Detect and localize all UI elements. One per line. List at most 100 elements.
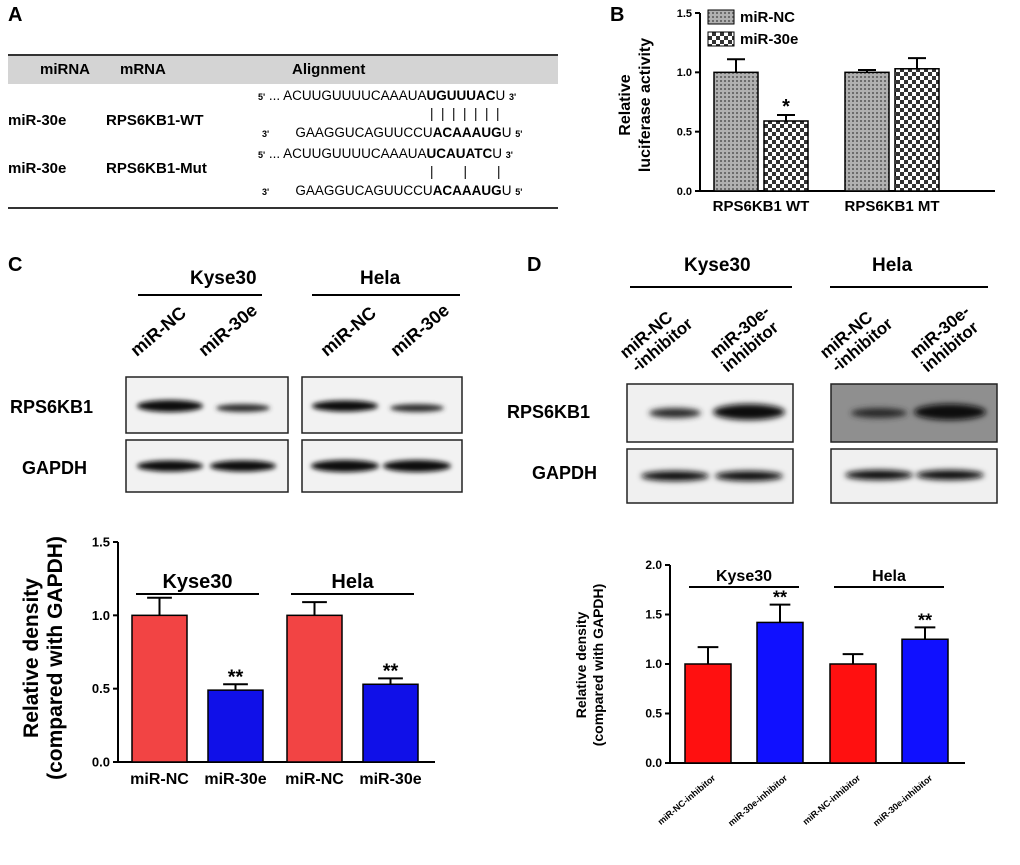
d-lane-1: miR-NC -inhibitor	[616, 307, 697, 376]
panel-label-a: A	[8, 4, 23, 26]
c-row-gapdh: GAPDH	[22, 458, 88, 478]
chart-d-ytick-label: 1.0	[645, 657, 662, 671]
chart-c-bar	[207, 689, 264, 763]
chart-b-ytick-label: 1.0	[677, 67, 692, 79]
d-lane-2: miR-30e-inhibitor	[706, 301, 783, 376]
chart-b-ylabel: Relative luciferase activity	[617, 38, 654, 172]
chart-b-ytick-label: 0.5	[677, 127, 692, 139]
chart-c-xtick-label: miR-30e	[359, 771, 421, 788]
alignment-table-header: miRNA mRNA Alignment	[8, 54, 558, 84]
chart-c-ytick-label: 0.0	[92, 755, 110, 770]
chart-b-significance: *	[782, 96, 790, 118]
row1-base-pairs: | | | | | | |	[430, 106, 500, 121]
row1-mirna-sequence: 3' GAAGGUCAGUUCCUACAAAUGU 5'	[262, 125, 523, 140]
c-band-rps-2	[216, 404, 270, 412]
row1-mrna: RPS6KB1-WT	[106, 112, 204, 129]
c-group-line-kyse30	[138, 294, 262, 296]
d-row-gapdh: GAPDH	[532, 463, 598, 483]
chart-d-significance: **	[773, 588, 787, 608]
chart-d-ytick-label: 1.5	[645, 608, 662, 622]
panel-label-d: D	[527, 254, 542, 276]
header-alignment: Alignment	[292, 61, 366, 78]
chart-c-xtick-label: miR-NC	[285, 771, 344, 788]
row2-mirna: miR-30e	[8, 160, 67, 177]
alignment-table-bottom-rule	[8, 207, 558, 209]
d-band-gapdh-3	[845, 470, 913, 480]
chart-c-significance: **	[228, 666, 244, 688]
chart-d-group-label: Kyse30	[716, 568, 772, 585]
chart-b-ytick-label: 0.0	[677, 186, 692, 198]
d-group-kyse30: Kyse30	[684, 255, 751, 276]
chart-d-xtick-label: miR-NC-inhibitor	[801, 773, 863, 827]
chart-c-bar	[131, 614, 188, 763]
chart-c-group-label: Kyse30	[162, 571, 232, 593]
chart-c-xtick-label: miR-NC	[130, 771, 189, 788]
chart-b-bar	[844, 71, 890, 192]
chart-d-xtick-label: miR-30e-inhibitor	[871, 773, 934, 829]
chart-c-bar	[362, 683, 419, 763]
c-band-rps-1	[137, 400, 203, 412]
chart-d: 0.00.51.01.52.0 **** miR-NC-inhibitor miR…	[573, 558, 965, 829]
chart-c-group-label: Hela	[331, 571, 374, 593]
header-mirna: miRNA	[40, 61, 91, 78]
chart-b-bar	[763, 120, 809, 192]
c-band-rps-4	[390, 404, 444, 412]
chart-c-ytick-label: 1.5	[92, 535, 110, 550]
d-band-rps-4	[914, 404, 986, 420]
chart-c-xtick-label: miR-30e	[204, 771, 266, 788]
row1-mirna: miR-30e	[8, 112, 67, 129]
d-band-rps-1	[649, 408, 701, 418]
chart-b-legend-swatch	[707, 31, 735, 47]
c-lane-3: miR-NC	[316, 302, 380, 361]
chart-b-xtick-label: RPS6KB1 MT	[844, 198, 939, 215]
chart-d-bar	[756, 621, 804, 764]
chart-d-significance: **	[918, 610, 932, 630]
chart-d-ytick-label: 2.0	[645, 558, 662, 572]
chart-d-group-label: Hela	[872, 568, 906, 585]
c-lane-4: miR-30e	[386, 299, 454, 361]
d-group-line-kyse30	[630, 286, 792, 288]
chart-c-ylabel: Relative density(compared with GAPDH)	[20, 536, 67, 780]
d-lane-3: miR-NC -inhibitor	[816, 307, 897, 376]
chart-b-bar	[894, 68, 940, 192]
d-band-gapdh-1	[641, 471, 709, 481]
c-lane-1: miR-NC	[126, 302, 190, 361]
chart-b-legend-swatch	[707, 9, 735, 25]
chart-c-bar	[286, 614, 343, 763]
row2-base-pairs: | | |	[430, 164, 501, 179]
chart-d-xtick-label: miR-NC-inhibitor	[656, 773, 718, 827]
chart-d-bar	[684, 663, 732, 764]
chart-d-ytick-label: 0.0	[645, 756, 662, 770]
chart-c: 0.0 0.5 1.0 1.5 ** ** miR-NC miR-30e miR-NC miR…	[20, 535, 435, 788]
c-group-line-hela	[312, 294, 460, 296]
d-band-gapdh-2	[715, 471, 783, 481]
row1-target-sequence: 5' ... ACUUGUUUUCAAAUAUGUUUACU 3'	[258, 88, 517, 103]
row2-mirna-sequence: 3' GAAGGUCAGUUCCUACAAAUGU 5'	[262, 183, 523, 198]
c-row-rps6kb1: RPS6KB1	[10, 397, 94, 417]
row2-target-sequence: 5' ... ACUUGUUUUCAAAUAUCAUATCU 3'	[258, 146, 513, 161]
d-group-hela: Hela	[872, 255, 913, 276]
panel-label-c: C	[8, 254, 23, 276]
d-lane-4: miR-30e-inhibitor	[906, 301, 983, 376]
chart-d-bar	[829, 663, 877, 764]
chart-d-ytick-label: 0.5	[645, 707, 662, 721]
chart-b-xtick-label: RPS6KB1 WT	[713, 198, 810, 215]
c-band-gapdh-3	[311, 460, 379, 472]
chart-d-xtick-label: miR-30e-inhibitor	[726, 773, 789, 829]
d-row-rps6kb1: RPS6KB1	[507, 402, 591, 422]
row2-mrna: RPS6KB1-Mut	[106, 160, 207, 177]
chart-c-ytick-label: 1.0	[92, 608, 110, 623]
d-band-gapdh-4	[916, 470, 984, 480]
chart-b-ytick-label: 1.5	[677, 8, 692, 20]
d-band-rps-3	[851, 408, 907, 418]
panel-label-b: B	[610, 4, 625, 26]
blot-d	[626, 383, 998, 504]
chart-c-significance: **	[383, 660, 399, 682]
chart-d-ylabel: Relative density(compared with GAPDH)	[573, 584, 606, 747]
d-group-line-hela	[830, 286, 988, 288]
chart-b: 0.0 0.5 1.0 1.5 * RPS6KB1 WT RPS6KB1 MT miR-…	[617, 8, 995, 215]
chart-b-legend-label: miR-30e	[740, 31, 798, 48]
header-mrna: mRNA	[120, 61, 166, 78]
c-group-hela: Hela	[360, 268, 401, 289]
c-group-kyse30: Kyse30	[190, 268, 257, 289]
